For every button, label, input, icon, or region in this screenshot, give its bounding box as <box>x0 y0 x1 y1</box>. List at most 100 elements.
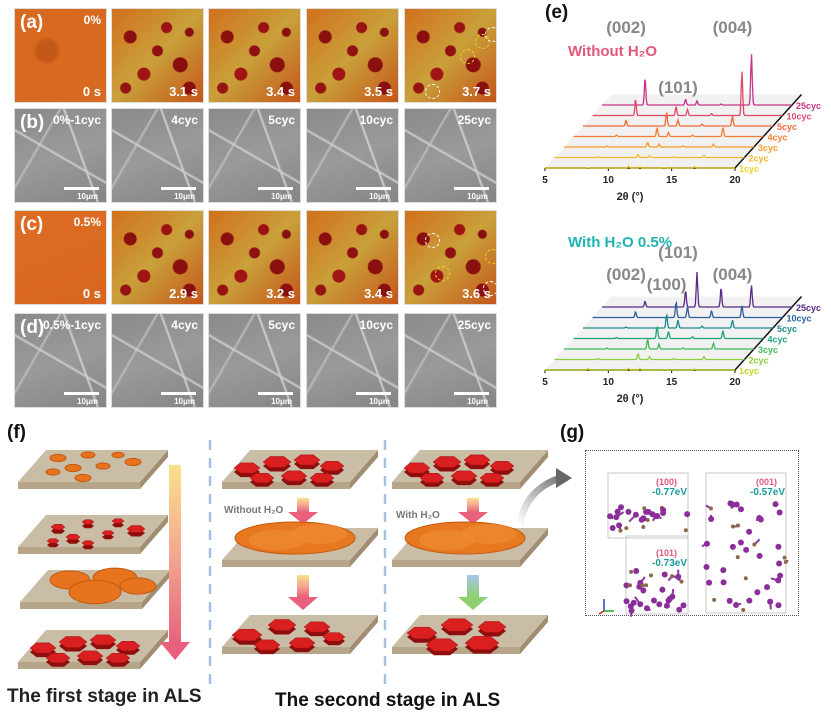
atom <box>629 569 634 574</box>
atom <box>757 516 764 523</box>
facet-energy-101: -0.73eV <box>652 558 688 569</box>
crystal-grain <box>81 540 95 546</box>
panel-label-g: (g) <box>560 422 585 443</box>
atom <box>708 506 713 511</box>
scale-bar <box>161 392 196 395</box>
substrate-nuclei <box>18 515 168 554</box>
atom <box>737 506 744 513</box>
atom <box>776 560 783 567</box>
xrd-trace-4cyc <box>573 126 764 138</box>
cycle-label: 25cyc <box>457 318 491 332</box>
trace-label: 4cyc <box>768 133 788 143</box>
timestamp: 3.4 s <box>364 286 393 301</box>
scale-bar-label: 10μm <box>271 397 292 406</box>
sem-image-d-4: 10cyc 10μm <box>306 313 399 408</box>
crystal-grain <box>111 518 125 524</box>
atom <box>752 542 757 547</box>
panel-label-d: (d) <box>20 317 45 338</box>
highlight-circle <box>425 84 440 99</box>
droplet <box>95 462 111 470</box>
scale-bar-label: 10μm <box>271 192 292 201</box>
facet-plane-001: (001) <box>756 477 778 487</box>
first-stage-caption: The first stage in ALS <box>7 686 202 707</box>
step-arrow <box>297 575 309 597</box>
step-arrow <box>467 498 479 512</box>
atom <box>649 511 656 518</box>
atom <box>729 543 736 550</box>
crystal-grain <box>253 639 281 651</box>
crystal-grain <box>432 456 462 468</box>
scale-bar-label: 10μm <box>467 397 488 406</box>
substrate-initial-film <box>392 450 548 489</box>
crystal-grain <box>262 456 292 468</box>
step-arrow-head <box>458 512 488 524</box>
crystal-grain <box>303 621 331 633</box>
atom <box>783 560 788 565</box>
curved-arrow-head <box>556 468 572 488</box>
sem-image-d-5: 25cyc 10μm <box>404 313 497 408</box>
atom <box>737 539 744 546</box>
cycle-label: 10cyc <box>359 318 393 332</box>
substrate-film <box>18 630 168 669</box>
crystal-grain <box>419 473 445 483</box>
sem-image-d-3: 5cyc 10μm <box>208 313 301 408</box>
atom <box>706 579 713 586</box>
facet-energy-001: -0.57eV <box>750 487 786 498</box>
atom <box>644 583 649 588</box>
sem-image-b-2: 4cyc 10μm <box>111 108 204 203</box>
scale-bar <box>258 187 293 190</box>
timestamp: 0 s <box>82 84 101 99</box>
atom <box>656 601 663 608</box>
trace-label: 10cyc <box>787 112 812 122</box>
atom <box>703 564 710 571</box>
atom <box>782 555 787 560</box>
crystal-grain <box>319 461 345 471</box>
sem-image-d-1: (d) 0.5%-1cyc 10μm <box>14 313 107 408</box>
xrd-trace-2cyc <box>554 352 745 361</box>
crystal-grain <box>406 626 438 640</box>
facet-plane-101: (101) <box>656 548 678 558</box>
panel-label-e: (e) <box>545 2 569 23</box>
atom <box>618 528 623 533</box>
trace-label: 25cyc <box>796 303 821 313</box>
optical-micrograph-c-2: 2.9 s <box>111 210 204 305</box>
atom <box>609 524 616 531</box>
trace-label: 1cyc <box>739 366 759 376</box>
highlight-circle <box>425 233 440 248</box>
droplet <box>124 457 142 467</box>
x-tick-label: 15 <box>666 377 678 388</box>
scale-bar-label: 10μm <box>369 192 390 201</box>
droplet <box>111 451 125 459</box>
crystal-grain <box>450 470 478 482</box>
atom <box>625 508 632 515</box>
dft-structure-box: (100) -0.77eV (001) -0.57eV (101) -0.73e… <box>585 450 799 617</box>
depth-axis <box>734 93 803 169</box>
cycle-label: 5cyc <box>268 318 295 332</box>
optical-micrograph-c-3: 3.2 s <box>208 210 301 305</box>
scale-bar <box>356 392 391 395</box>
atom <box>643 508 650 515</box>
scale-bar <box>454 187 489 190</box>
trace-label: 3cyc <box>758 345 778 355</box>
atom <box>616 522 623 529</box>
scale-bar-label: 10μm <box>77 397 98 406</box>
substrate-initial-film <box>222 450 378 489</box>
substrate-remelted-film <box>222 521 378 567</box>
sem-image-b-3: 5cyc 10μm <box>208 108 301 203</box>
trace-label: 3cyc <box>758 143 778 153</box>
x-tick-label: 5 <box>542 175 548 186</box>
timestamp: 3.1 s <box>169 84 198 99</box>
peak-label: (101) <box>658 78 698 97</box>
atom <box>627 603 634 610</box>
optical-micrograph-a-4: 3.5 s <box>306 8 399 103</box>
panel-label-a: (a) <box>20 12 44 33</box>
atom <box>683 528 688 533</box>
optical-micrograph-c-1: (c) 0.5% 0 s <box>14 210 107 305</box>
without-h2o-label: Without H₂O <box>224 505 284 516</box>
atom <box>676 606 683 613</box>
xrd-trace-1cyc <box>545 367 735 371</box>
scale-bar <box>454 392 489 395</box>
atom <box>743 546 750 553</box>
xrd-trace-5cyc <box>583 313 773 329</box>
atom <box>720 579 727 586</box>
